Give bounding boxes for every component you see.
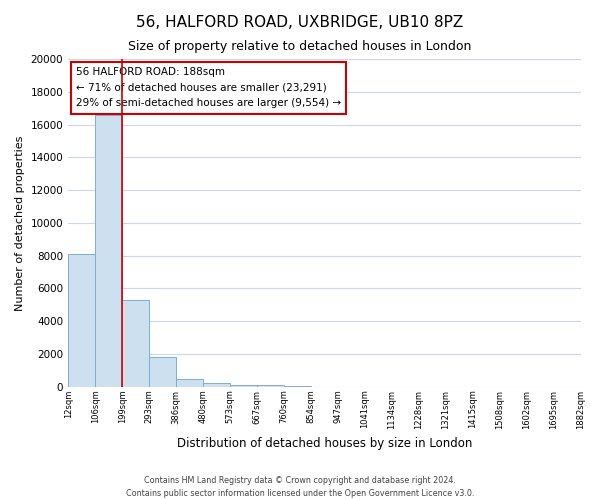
X-axis label: Distribution of detached houses by size in London: Distribution of detached houses by size …	[176, 437, 472, 450]
Bar	[122, 300, 149, 387]
Text: 56, HALFORD ROAD, UXBRIDGE, UB10 8PZ: 56, HALFORD ROAD, UXBRIDGE, UB10 8PZ	[136, 15, 464, 30]
Bar	[149, 358, 176, 387]
Text: Contains HM Land Registry data © Crown copyright and database right 2024.
Contai: Contains HM Land Registry data © Crown c…	[126, 476, 474, 498]
Text: 56 HALFORD ROAD: 188sqm
← 71% of detached houses are smaller (23,291)
29% of sem: 56 HALFORD ROAD: 188sqm ← 71% of detache…	[76, 67, 341, 108]
Bar	[230, 384, 257, 387]
Text: Size of property relative to detached houses in London: Size of property relative to detached ho…	[128, 40, 472, 53]
Bar	[284, 386, 311, 387]
Y-axis label: Number of detached properties: Number of detached properties	[15, 135, 25, 310]
Bar	[68, 254, 95, 387]
Bar	[203, 384, 230, 387]
Bar	[257, 385, 284, 387]
Bar	[95, 114, 122, 387]
Bar	[176, 379, 203, 387]
